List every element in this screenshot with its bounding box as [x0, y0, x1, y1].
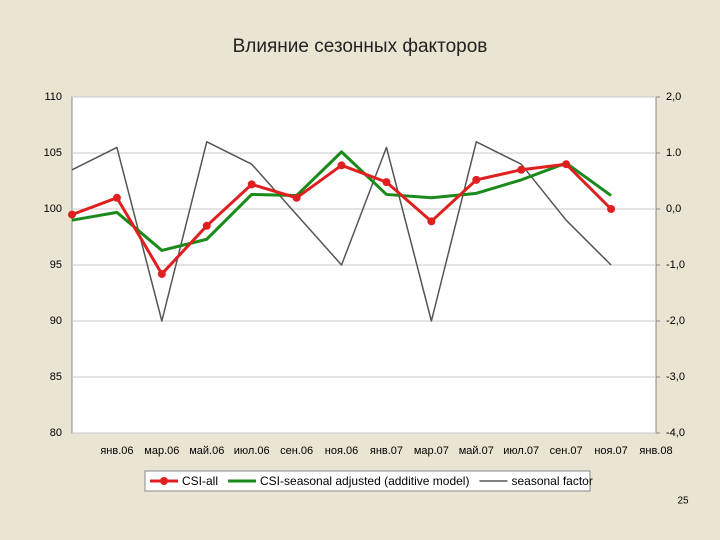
series-line — [71, 141, 612, 322]
legend-label: CSI-all — [182, 474, 218, 488]
x-tick-label: ноя.06 — [325, 445, 358, 457]
data-point — [337, 161, 346, 170]
x-tick-label: сен.07 — [550, 445, 583, 457]
data-point — [427, 217, 436, 226]
y-tick-label: 105 — [44, 147, 62, 159]
y-tick-label: 95 — [50, 259, 62, 271]
x-tick-label: мар.07 — [414, 445, 449, 457]
y2-tick-label: 0,0 — [666, 203, 681, 215]
y-tick-label: 110 — [44, 91, 62, 103]
legend-label: CSI-seasonal adjusted (additive model) — [260, 474, 469, 488]
x-tick-label: янв.08 — [639, 445, 672, 457]
data-point — [382, 178, 391, 187]
data-point — [517, 165, 526, 174]
y-tick-label: 90 — [50, 315, 62, 327]
legend-label: seasonal factor — [511, 474, 592, 488]
x-tick-label: май.06 — [189, 445, 224, 457]
y-tick-label: 85 — [50, 371, 62, 383]
slide-number: 25 — [677, 496, 689, 507]
y2-tick-label: -1,0 — [666, 259, 685, 271]
x-tick-label: сен.06 — [280, 445, 313, 457]
y2-tick-label: 1.0 — [666, 147, 681, 159]
data-point — [157, 269, 166, 278]
data-point — [202, 221, 211, 230]
series-line — [71, 150, 612, 252]
x-tick-label: май.07 — [459, 445, 494, 457]
x-tick-label: янв.07 — [370, 445, 403, 457]
y2-tick-label: 2,0 — [666, 91, 681, 103]
data-point — [292, 193, 301, 202]
y2-tick-label: -2,0 — [666, 315, 685, 327]
chart-title: Влияние сезонных факторов — [233, 36, 488, 57]
y2-tick-label: -4,0 — [666, 427, 685, 439]
x-tick-label: июл.07 — [503, 445, 539, 457]
data-point — [607, 205, 616, 213]
legend-marker — [160, 477, 168, 485]
x-tick-label: янв.06 — [100, 445, 133, 457]
data-point — [562, 160, 571, 169]
legend-box — [144, 470, 591, 492]
y-tick-label: 100 — [44, 203, 62, 215]
data-point — [68, 210, 76, 219]
x-tick-label: июл.06 — [234, 445, 270, 457]
data-point — [247, 180, 256, 189]
x-tick-label: мар.06 — [144, 445, 179, 457]
y-tick-label: 80 — [50, 427, 62, 439]
data-point — [112, 193, 121, 202]
data-point — [472, 175, 481, 184]
y2-tick-label: -3,0 — [666, 371, 685, 383]
x-tick-label: ноя.07 — [594, 445, 627, 457]
